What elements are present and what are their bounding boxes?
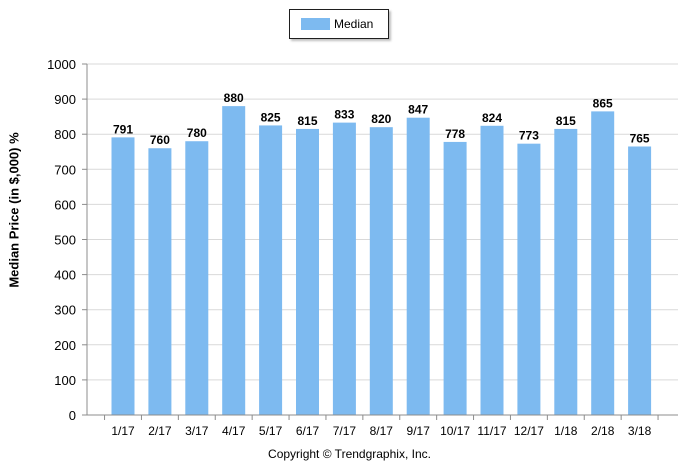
bar bbox=[406, 117, 430, 415]
y-tick-label: 300 bbox=[54, 303, 76, 318]
x-tick-label: 2/17 bbox=[148, 424, 172, 438]
y-tick-label: 700 bbox=[54, 162, 76, 177]
bar bbox=[222, 106, 246, 416]
bars bbox=[111, 106, 652, 416]
x-tick-label: 3/17 bbox=[185, 424, 209, 438]
y-tick-label: 500 bbox=[54, 233, 76, 248]
x-tick-label: 11/17 bbox=[477, 424, 506, 438]
bar bbox=[185, 141, 209, 415]
x-tick-label: 1/18 bbox=[554, 424, 578, 438]
copyright-footer: Copyright © Trendgraphix, Inc. bbox=[268, 447, 431, 461]
x-tick-label: 1/17 bbox=[111, 424, 135, 438]
x-tick-label: 6/17 bbox=[296, 424, 320, 438]
y-tick-label: 0 bbox=[69, 408, 76, 423]
data-label: 820 bbox=[371, 112, 391, 126]
y-tick-label: 100 bbox=[54, 373, 76, 388]
data-label: 815 bbox=[556, 114, 576, 128]
data-label: 778 bbox=[445, 127, 465, 141]
x-tick-label: 7/17 bbox=[333, 424, 357, 438]
x-axis-ticks: 1/17 2/17 3/17 4/17 5/17 6/17 7/17 8/17 9/17 10/1… bbox=[104, 415, 659, 438]
x-tick-label: 3/18 bbox=[628, 424, 652, 438]
data-label: 773 bbox=[519, 129, 539, 143]
bar bbox=[628, 146, 652, 416]
bar bbox=[148, 148, 172, 416]
bar bbox=[369, 127, 393, 416]
y-axis-ticks: 0 100 200 300 400 500 600 700 800 900 1000 bbox=[47, 57, 87, 423]
legend-label: Median bbox=[334, 17, 374, 31]
data-label: 847 bbox=[408, 103, 428, 117]
x-tick-label: 12/17 bbox=[514, 424, 544, 438]
bar bbox=[554, 128, 578, 415]
y-tick-label: 1000 bbox=[47, 57, 76, 72]
y-tick-label: 900 bbox=[54, 92, 76, 107]
bar bbox=[517, 143, 541, 415]
data-labels: 791 760 780 880 825 815 833 820 847 778 824 773 815 8… bbox=[113, 91, 650, 147]
legend: Median bbox=[289, 9, 389, 39]
data-label: 865 bbox=[593, 96, 613, 110]
x-tick-label: 9/17 bbox=[407, 424, 431, 438]
bar bbox=[111, 137, 135, 415]
legend-swatch bbox=[301, 18, 330, 30]
x-tick-label: 10/17 bbox=[440, 424, 470, 438]
y-tick-label: 400 bbox=[54, 268, 76, 283]
data-label: 825 bbox=[261, 110, 281, 124]
data-label: 824 bbox=[482, 111, 502, 125]
y-tick-label: 800 bbox=[54, 127, 76, 142]
y-tick-label: 600 bbox=[54, 197, 76, 212]
bar bbox=[591, 111, 615, 415]
x-tick-label: 4/17 bbox=[222, 424, 246, 438]
data-label: 833 bbox=[334, 108, 354, 122]
data-label: 815 bbox=[297, 114, 317, 128]
y-tick-label: 200 bbox=[54, 338, 76, 353]
bar bbox=[296, 128, 319, 415]
data-label: 880 bbox=[224, 91, 244, 105]
bar bbox=[480, 125, 504, 415]
data-label: 765 bbox=[630, 131, 650, 145]
data-label: 791 bbox=[113, 122, 133, 136]
bar bbox=[259, 125, 283, 416]
data-label: 780 bbox=[187, 126, 207, 140]
x-tick-label: 8/17 bbox=[370, 424, 394, 438]
x-tick-label: 2/18 bbox=[591, 424, 615, 438]
bar bbox=[443, 141, 467, 415]
data-label: 760 bbox=[150, 133, 170, 147]
bar bbox=[332, 122, 356, 415]
x-tick-label: 5/17 bbox=[259, 424, 283, 438]
